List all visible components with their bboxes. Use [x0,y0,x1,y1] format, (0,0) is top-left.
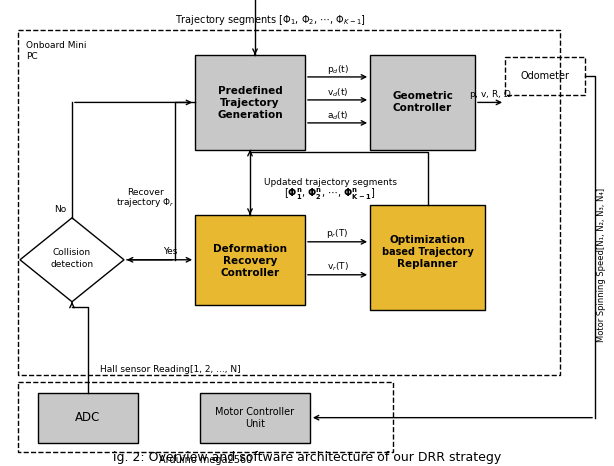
Text: Arduino mega2560: Arduino mega2560 [159,455,252,465]
Text: Trajectory: Trajectory [220,98,280,109]
Text: [$\mathbf{\Phi_1^n}$, $\mathbf{\Phi_2^n}$, $\cdots$, $\mathbf{\Phi_{K-1}^n}$]: [$\mathbf{\Phi_1^n}$, $\mathbf{\Phi_2^n}… [284,186,376,201]
Text: Motor Spinning Speed[N₁, N₂, N₃, N₄]: Motor Spinning Speed[N₁, N₂, N₃, N₄] [596,188,605,342]
Text: Geometric: Geometric [392,91,453,102]
Text: Yes: Yes [163,247,177,256]
Text: trajectory $\Phi_r$: trajectory $\Phi_r$ [115,196,174,209]
Text: p$_r$(T): p$_r$(T) [326,227,349,240]
Text: Collision: Collision [53,248,91,257]
Text: Optimization: Optimization [389,235,465,245]
Text: No: No [54,206,66,214]
Text: PC: PC [26,52,37,61]
Text: p, v, R, $\Omega$: p, v, R, $\Omega$ [468,88,511,101]
Text: Controller: Controller [393,103,452,113]
Text: Generation: Generation [217,110,283,120]
Bar [200,393,310,443]
Text: detection: detection [50,260,93,269]
Bar [370,205,485,310]
Bar [195,215,305,305]
Text: a$_d$(t): a$_d$(t) [327,110,348,122]
Bar [370,55,475,150]
Text: Motor Controller: Motor Controller [216,407,295,417]
Text: v$_r$(T): v$_r$(T) [327,260,349,273]
Text: Odometer: Odometer [521,71,570,81]
Text: Unit: Unit [245,418,265,429]
Text: Onboard Mini: Onboard Mini [26,41,87,50]
Text: Trajectory segments [$\Phi_1$, $\Phi_2$, $\cdots$, $\Phi_{K-1}$]: Trajectory segments [$\Phi_1$, $\Phi_2$,… [175,13,366,27]
Text: Updated trajectory segments: Updated trajectory segments [263,178,397,187]
Text: based Trajectory: based Trajectory [382,247,473,257]
Bar [195,55,305,150]
Bar [18,382,393,452]
Bar [505,57,585,95]
Text: Hall sensor Reading[1, 2, ..., N]: Hall sensor Reading[1, 2, ..., N] [99,365,240,374]
Text: Predefined: Predefined [217,86,282,96]
Text: Deformation: Deformation [213,244,287,254]
Text: ig. 2: Overview and software architecture of our DRR strategy: ig. 2: Overview and software architectur… [113,451,501,464]
Bar [18,30,560,375]
Text: Recovery: Recovery [223,256,277,266]
Bar [38,393,138,443]
Text: ADC: ADC [76,411,101,424]
Text: v$_d$(t): v$_d$(t) [327,87,348,99]
Text: p$_d$(t): p$_d$(t) [327,63,348,76]
Text: Controller: Controller [220,268,279,278]
Polygon shape [20,218,124,302]
Text: Replanner: Replanner [397,259,457,269]
Text: Recover: Recover [126,188,163,197]
